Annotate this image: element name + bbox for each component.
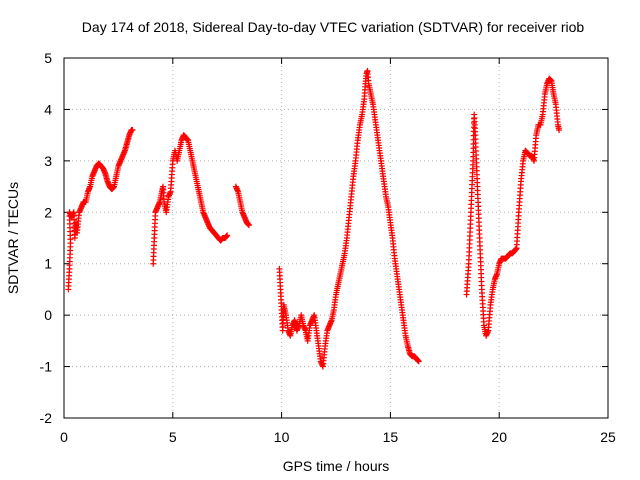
data-points (65, 67, 563, 370)
chart-title: Day 174 of 2018, Sidereal Day-to-day VTE… (82, 19, 585, 35)
y-tick-label: 3 (44, 153, 52, 169)
data-point-plus-marker (415, 358, 422, 365)
data-point-plus-marker (556, 127, 563, 133)
x-axis-label: GPS time / hours (283, 458, 390, 474)
x-tick-label: 10 (274, 429, 290, 445)
data-point-plus-marker (245, 222, 252, 229)
plot-frame (63, 57, 609, 419)
grid (64, 58, 608, 418)
x-tick-label: 0 (60, 429, 68, 445)
y-tick-label: 5 (44, 50, 52, 66)
y-tick-label: 4 (44, 101, 52, 117)
y-tick-label: 1 (44, 256, 52, 272)
y-tick-label: -1 (40, 359, 53, 375)
y-tick-label: 2 (44, 204, 52, 220)
data-point-plus-marker (224, 232, 231, 239)
x-tick-label: 20 (491, 429, 507, 445)
x-tick-label: 25 (600, 429, 616, 445)
x-tick-label: 15 (383, 429, 399, 445)
axes: 0 5 10 15 20 25 -2 -1 0 1 2 3 4 5 (40, 50, 616, 445)
data-point-plus-marker (129, 127, 136, 133)
y-tick-label: -2 (40, 410, 53, 426)
y-tick-label: 0 (44, 307, 52, 323)
y-axis-label: SDTVAR / TECUs (5, 182, 21, 294)
x-tick-label: 5 (169, 429, 177, 445)
